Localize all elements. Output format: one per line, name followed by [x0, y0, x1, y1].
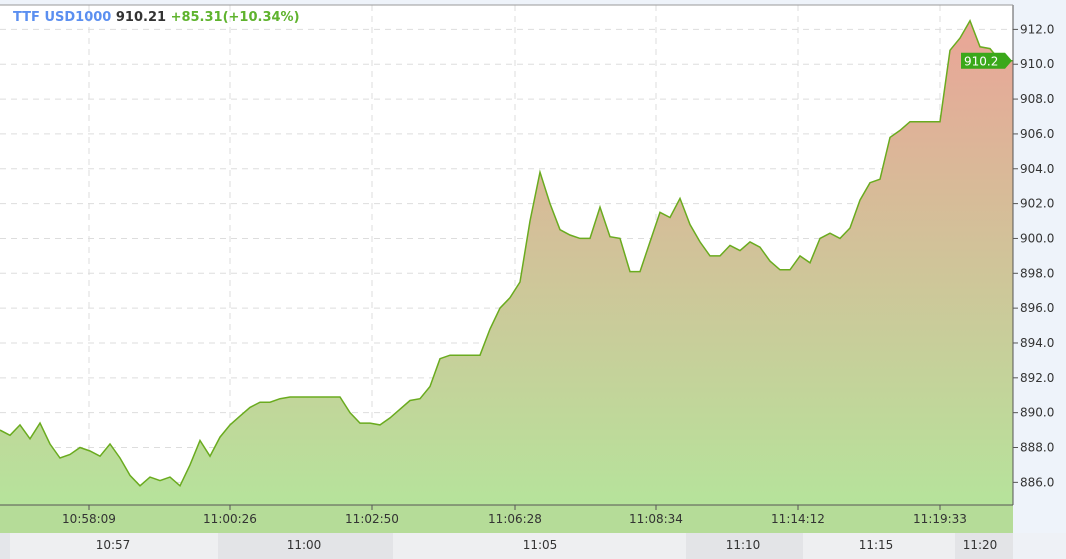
y-tick-label: 892.0 — [1020, 371, 1054, 385]
x-tick-label: 11:19:33 — [913, 512, 967, 526]
time-band-label: 11:05 — [522, 538, 558, 552]
x-tick-label: 11:00:26 — [203, 512, 257, 526]
y-tick-label: 896.0 — [1020, 301, 1054, 315]
y-tick-label: 908.0 — [1020, 92, 1054, 106]
x-tick-label: 11:08:34 — [629, 512, 683, 526]
x-tick-label: 11:14:12 — [771, 512, 825, 526]
symbol-name: TTF USD1000 — [13, 10, 112, 25]
y-tick-label: 890.0 — [1020, 406, 1054, 420]
time-band-label: 11:15 — [858, 538, 894, 552]
price-area — [0, 20, 1013, 505]
current-price-tag — [961, 52, 1012, 69]
y-tick-label: 910.0 — [1020, 57, 1054, 71]
time-band — [955, 533, 1013, 559]
x-tick-label: 11:06:28 — [488, 512, 542, 526]
y-tick-label: 906.0 — [1020, 127, 1054, 141]
time-band-label: 11:20 — [962, 538, 998, 552]
time-band — [686, 533, 803, 559]
y-tick-label: 886.0 — [1020, 475, 1054, 489]
last-price: 910.21 — [115, 10, 167, 25]
y-tick-label: 902.0 — [1020, 197, 1054, 211]
price-line — [0, 18, 1013, 488]
x-tick-label: 11:02:50 — [345, 512, 399, 526]
y-tick-label: 888.0 — [1020, 441, 1054, 455]
y-tick-label: 904.0 — [1020, 162, 1054, 176]
y-tick-label: 894.0 — [1020, 336, 1054, 350]
time-band — [218, 533, 393, 559]
y-tick-label: 912.0 — [1020, 22, 1054, 36]
time-band — [10, 533, 218, 559]
x-axis-band — [0, 505, 1013, 533]
time-band — [393, 533, 686, 559]
time-band-label: 10:57 — [95, 538, 131, 552]
time-band-label: 11:10 — [725, 538, 761, 552]
chart-header: TTF USD1000 910.21 +85.31(+10.34%) — [13, 10, 300, 25]
x-tick-label: 10:58:09 — [62, 512, 116, 526]
time-band — [0, 533, 10, 559]
y-tick-label: 900.0 — [1020, 231, 1054, 245]
time-band — [1013, 533, 1066, 559]
time-band-label: 11:00 — [286, 538, 322, 552]
y-tick-label: 898.0 — [1020, 266, 1054, 280]
current-price-label: 910.2 — [964, 55, 998, 69]
price-change: +85.31(+10.34%) — [170, 10, 300, 25]
time-band — [803, 533, 955, 559]
